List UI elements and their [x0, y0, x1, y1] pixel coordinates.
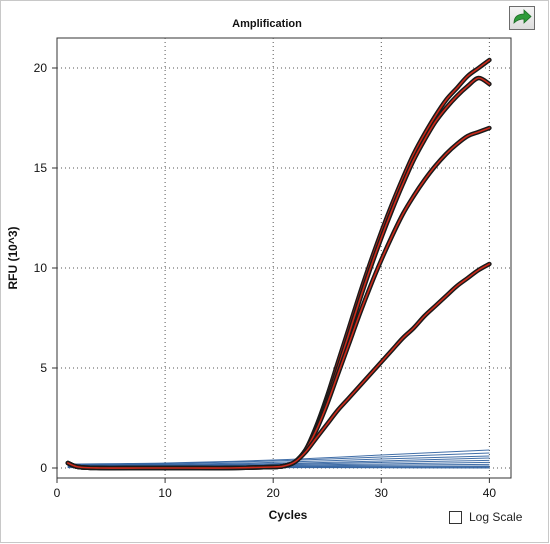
x-tick-label: 0: [54, 486, 61, 500]
x-tick-label: 40: [483, 486, 497, 500]
x-tick-label: 30: [375, 486, 389, 500]
baseline-trace-8: [67, 457, 490, 467]
y-axis-label: RFU (10^3): [6, 226, 20, 289]
export-arrow-icon: [513, 9, 532, 24]
baseline-trace-5: [67, 449, 490, 465]
x-axis-label: Cycles: [269, 508, 308, 522]
baseline-trace-7: [67, 455, 490, 466]
baseline-trace-6: [67, 452, 490, 465]
chart-title: Amplification: [232, 18, 302, 30]
y-tick-label: 0: [40, 461, 47, 475]
log-scale-checkbox[interactable]: [449, 510, 462, 524]
plot-area: [56, 37, 512, 479]
export-button[interactable]: [509, 6, 535, 30]
axis-ticks: 0 10 20 30 40 0 5 10 15 20: [34, 61, 497, 500]
log-scale-label: Log Scale: [469, 510, 523, 524]
y-tick-label: 15: [34, 161, 48, 175]
amplification-curves: [65, 57, 492, 471]
y-tick-label: 10: [34, 261, 48, 275]
y-tick-label: 5: [40, 361, 47, 375]
amplification-curve-4: [67, 263, 491, 469]
x-tick-label: 10: [158, 486, 172, 500]
x-tick-label: 20: [267, 486, 281, 500]
y-tick-label: 20: [34, 61, 48, 75]
log-scale-toggle[interactable]: Log Scale: [449, 508, 522, 526]
